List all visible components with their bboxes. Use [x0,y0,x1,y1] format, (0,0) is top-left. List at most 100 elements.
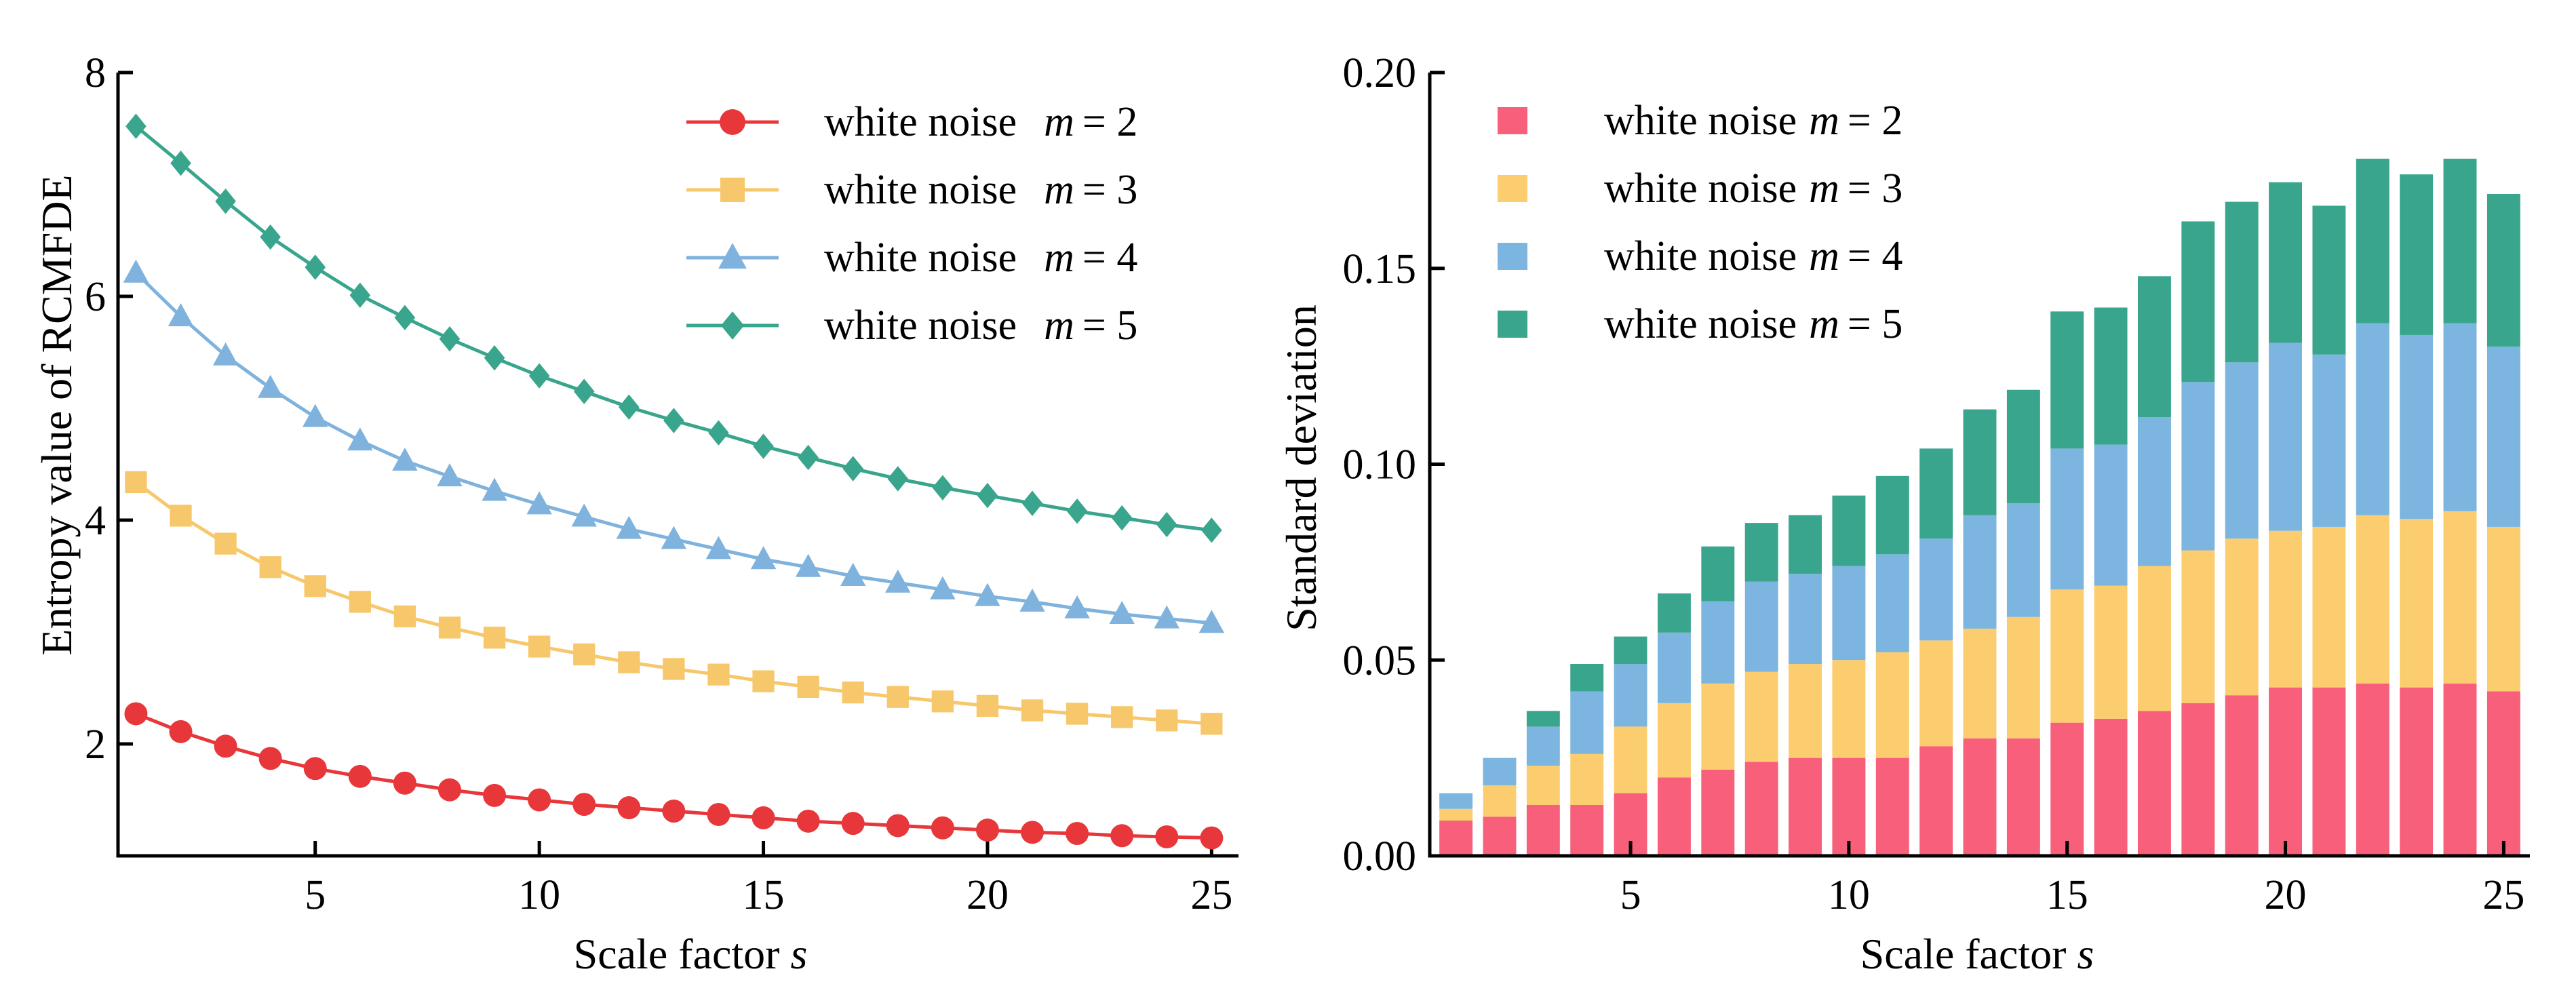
legend-m-symbol: m [1044,99,1074,145]
left-series-point-m2 [796,809,820,833]
right-bar-segment-m2 [1483,817,1517,856]
left-series-point-m5 [798,444,819,471]
right-bar-segment-m3 [2400,519,2434,688]
left-series-point-m3 [483,627,506,649]
left-y-tick-label: 8 [85,50,106,96]
left-series-point-m4 [1064,595,1090,618]
left-legend-label-m3: white noise m = 3 [824,167,1137,213]
right-legend-label-m3: white noise m = 3 [1604,165,1902,212]
left-series-point-m5 [573,378,595,404]
legend-series-name: white noise [824,235,1017,281]
left-series-point-m2 [1155,825,1179,848]
right-bar-segment-m4 [1526,726,1560,766]
left-legend-marker-m3 [720,177,745,203]
left-series-point-m2 [707,802,730,826]
right-bar-segment-m5 [2181,221,2215,382]
right-legend-label-m5: white noise m = 5 [1604,301,1902,347]
left-series-point-m2 [1066,822,1089,845]
right-x-axis-title-text: Scale factor [1860,930,2067,978]
right-bar-segment-m2 [2400,687,2434,856]
left-series-point-m3 [214,532,237,555]
right-bar-segment-m2 [1963,738,1997,856]
left-series-point-m3 [438,616,461,639]
right-bar-segment-m2 [2486,691,2520,856]
right-legend-swatch-m4 [1498,243,1527,270]
left-series-point-m4 [1198,610,1225,633]
right-bar-segment-m2 [1832,758,1866,856]
left-y-axis-title: Entropy value of RCMFDE [33,174,81,655]
legend-m-symbol: m [1044,235,1074,281]
right-bar-segment-m4 [1963,515,1997,629]
left-series-point-m2 [483,783,507,807]
right-bar-segment-m5 [1526,711,1560,727]
left-y-tick-label: 2 [85,722,106,768]
left-axis-frame [116,73,1238,858]
left-series-point-m4 [1154,605,1179,629]
legend-m-symbol: m [1809,165,1839,212]
right-bar-segment-m3 [2138,566,2171,711]
left-series-point-m4 [1019,588,1045,612]
left-series-point-m2 [169,720,193,743]
right-bar-segment-m3 [1570,753,1604,805]
right-x-axis-title-var: s [2077,930,2094,978]
left-series-point-m3 [573,643,596,666]
left-series-point-m3 [170,505,192,527]
legend-m-value: = 3 [1082,167,1137,213]
right-bar-segment-m5 [2356,159,2389,323]
right-bar-segment-m3 [1875,652,1909,758]
right-bar-segment-m3 [1526,766,1560,805]
left-series-point-m5 [170,150,191,176]
right-bar-segment-m5 [1789,515,1822,574]
legend-m-value: = 2 [1082,99,1137,145]
left-series-point-m2 [528,788,551,812]
left-series-point-m3 [663,658,685,680]
right-bar-segment-m3 [1701,683,1735,770]
left-series-point-m3 [304,575,326,597]
right-bar-segment-m5 [2050,311,2084,449]
right-bar-segment-m4 [2050,448,2084,590]
right-bar-segment-m3 [2050,589,2084,723]
right-bar-segment-m3 [2443,511,2477,684]
left-series-point-m3 [752,670,775,692]
right-bar-segment-m4 [2443,323,2477,511]
entropy-line-chart: 5 10 15 20 25 2 4 6 8 Entropy value of RCMFDE Sc… [33,50,1238,978]
left-series-point-m3 [797,675,819,698]
right-bar-segment-m5 [1701,546,1735,602]
left-series-point-m3 [259,556,281,578]
legend-m-value: = 2 [1848,98,1902,144]
legend-series-name: white noise [824,167,1017,213]
right-bar-segment-m4 [2181,382,2215,551]
right-bar-segment-m2 [2356,683,2389,856]
left-series-point-m3 [976,694,999,717]
left-series-point-m2 [437,778,461,802]
legend-m-value: = 4 [1082,235,1137,281]
left-series-point-m4 [347,427,373,451]
right-bar-segment-m4 [2400,334,2434,519]
right-bar-segment-m2 [2312,687,2346,856]
right-y-tick-label: 0.00 [1343,833,1417,880]
left-series-point-m3 [125,471,147,494]
right-axes: 5 10 15 20 25 0.00 0.05 0.10 0.15 0.20 [1343,50,2530,918]
right-bar-segment-m3 [2181,550,2215,703]
left-series-point-m4 [437,463,463,487]
left-series-point-m3 [1021,699,1044,722]
right-bar-segment-m4 [2486,347,2520,527]
left-series-point-m2 [348,764,372,788]
left-series-point-m2 [931,816,954,840]
right-y-axis-title: Standard deviation [1277,304,1325,631]
left-series-point-m5 [842,456,864,481]
right-bar-segment-m3 [2356,515,2389,684]
right-y-tick-label: 0.10 [1343,442,1417,488]
right-bar-segment-m4 [2094,444,2128,586]
left-series-point-m5 [260,224,281,250]
right-bar-segment-m2 [1526,804,1560,856]
left-series-point-m3 [393,605,416,628]
left-series-point-m5 [215,189,236,214]
right-x-tick-label: 15 [2046,872,2088,918]
left-series-point-m2 [1200,826,1224,850]
right-bar-segment-m4 [2225,362,2259,539]
left-x-axis-title-text: Scale factor [574,930,780,978]
right-bar-segment-m2 [1875,758,1909,856]
